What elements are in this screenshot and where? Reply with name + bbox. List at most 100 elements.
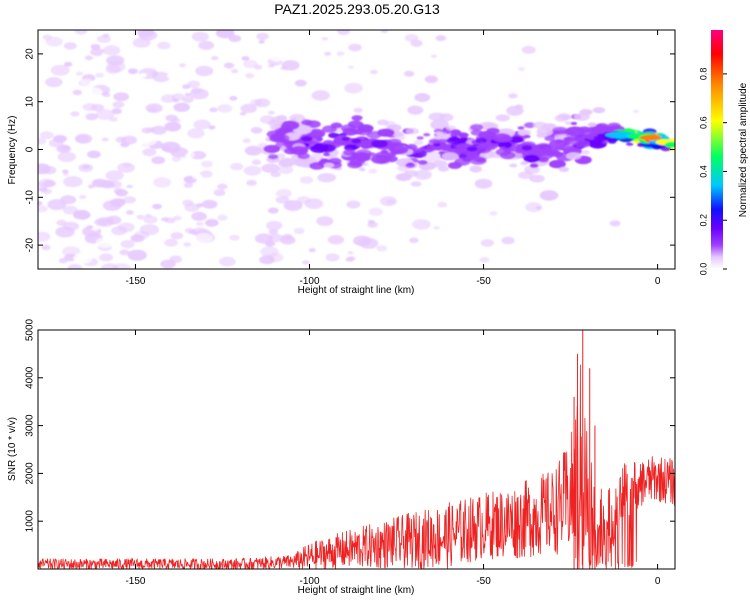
- spectrogram-blob: [62, 205, 78, 215]
- spectrogram-blob: [412, 219, 431, 230]
- spectrogram-blob: [432, 160, 448, 168]
- spectrogram-blob: [289, 113, 305, 122]
- spectrogram-blob: [246, 113, 254, 118]
- spectrogram-blob: [87, 150, 101, 159]
- spectrogram-blob: [79, 194, 87, 200]
- spectrogram-blob: [607, 122, 621, 129]
- spectrogram-blob: [474, 178, 493, 189]
- spectrogram-blob: [39, 131, 54, 140]
- spectrogram-blob: [153, 177, 172, 188]
- spectrogram-blob: [219, 256, 236, 267]
- spectrogram-blob: [275, 41, 290, 50]
- spectrogram-blob: [317, 173, 337, 183]
- spectrogram-blob: [120, 240, 135, 249]
- spectrogram-blob: [161, 217, 169, 222]
- spectrogram-blob: [108, 116, 118, 122]
- spectrogram-blob: [164, 121, 182, 132]
- spectrogram-blob: [195, 65, 214, 77]
- spectrogram-blob: [223, 62, 235, 69]
- spectrogram-blob: [552, 151, 564, 158]
- spectrogram-blob: [345, 236, 355, 242]
- spectrogram-blob: [434, 239, 454, 251]
- spectrogram-blob: [353, 107, 363, 113]
- spectrogram-blob: [593, 135, 604, 141]
- snr-ytick-label: 1000: [25, 510, 36, 533]
- spectrogram-blob: [517, 126, 525, 130]
- spectrogram-blob: [327, 235, 345, 245]
- spectrogram-blob: [324, 51, 332, 56]
- spectrogram-blob: [466, 146, 478, 152]
- spectrogram-blob: [102, 92, 109, 96]
- spectrogram-blob: [346, 200, 361, 209]
- snr-frame: [37, 329, 676, 570]
- spectrogram-blob: [494, 162, 503, 167]
- spectrogram-blob: [341, 137, 350, 141]
- spectrogram-blob: [190, 150, 207, 160]
- spectrogram-blob: [53, 134, 67, 143]
- snr-xtick-label: -50: [476, 576, 491, 587]
- spectrogram-blob: [136, 214, 145, 220]
- spectrogram-blob: [266, 220, 283, 231]
- spectrogram-blob: [368, 207, 383, 216]
- snr-ytick-label: 3000: [25, 414, 36, 437]
- spectrogram-blob: [336, 51, 345, 56]
- spectrogram-blob: [333, 136, 353, 146]
- spectrogram-blob: [45, 77, 63, 88]
- spectrogram-blob: [127, 249, 147, 261]
- spectrogram-blob: [376, 245, 388, 252]
- spectrogram-blob: [97, 217, 115, 227]
- spectrogram-blob: [344, 144, 358, 151]
- spectrogram-blob: [239, 260, 256, 269]
- colorbar-tick-label: 0.6: [698, 116, 708, 129]
- spectrogram-blob: [47, 199, 67, 211]
- spectrogram-blob: [182, 199, 194, 206]
- spectrogram-blob: [410, 181, 422, 187]
- spectrogram-blob: [558, 166, 570, 172]
- snr-ytick-label: 5000: [25, 318, 36, 341]
- spectrogram-blob: [73, 252, 93, 264]
- spectrogram-blob: [106, 55, 125, 66]
- spectrogram-blob: [75, 71, 84, 76]
- spectrogram-blob: [193, 119, 211, 130]
- spectrogram-blob: [423, 133, 431, 137]
- spectrogram-blob: [67, 94, 84, 104]
- snr-panel: -150 -100 -50 0 1000 2000 3000 4000 5000 Height …: [7, 318, 676, 596]
- spectrogram-blob: [352, 129, 364, 135]
- spectrogram-blob: [465, 155, 476, 161]
- spectrogram-blob: [182, 96, 194, 103]
- spectrogram-blob: [414, 169, 432, 180]
- spectrogram-blob: [293, 158, 312, 167]
- snr-ytick-label: 2000: [25, 462, 36, 485]
- snr-xtick-label: -100: [300, 576, 320, 587]
- spectrogram-blob: [105, 192, 114, 198]
- spectrogram-blob: [571, 136, 581, 141]
- spectrogram-blob: [171, 156, 181, 162]
- spectrogram-blob: [407, 162, 414, 166]
- spectrogram-blob: [347, 160, 363, 169]
- spectrogram-blob: [57, 151, 76, 163]
- spectrogram-blob: [38, 231, 51, 242]
- spectrogram-blob: [367, 219, 375, 224]
- spectrogram-blob: [246, 179, 257, 186]
- spectrogram-blob: [267, 207, 279, 214]
- spectrogram-blob: [56, 219, 67, 226]
- spectrogram-ytick-label: 20: [25, 48, 36, 60]
- spectrogram-blob: [63, 176, 83, 188]
- spectrogram-blob: [234, 256, 244, 262]
- spectrogram-blob: [478, 142, 491, 149]
- spectrogram-blob: [85, 113, 98, 121]
- spectrogram-blob: [91, 226, 100, 231]
- spectrogram-blob: [319, 264, 332, 269]
- spectrogram-blob: [566, 152, 582, 160]
- spectrogram-blob: [268, 110, 275, 115]
- spectrogram-blob: [296, 196, 311, 204]
- spectrogram-blob: [521, 45, 536, 54]
- spectrogram-blob: [369, 69, 378, 75]
- spectrogram-blob: [347, 251, 354, 255]
- spectrogram-blob: [73, 209, 91, 220]
- spectrogram-blob: [563, 137, 572, 142]
- spectrogram-blob: [72, 89, 83, 96]
- spectrogram-ytick-label: -20: [25, 237, 36, 252]
- spectrogram-blob: [95, 72, 104, 78]
